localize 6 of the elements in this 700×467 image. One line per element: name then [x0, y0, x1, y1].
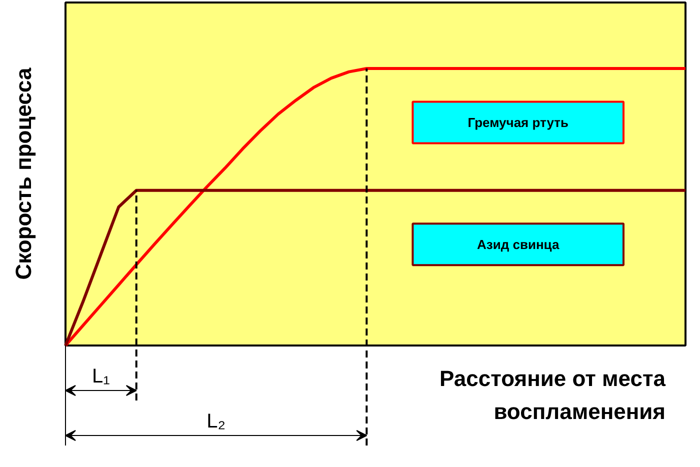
- y-axis-title: Скорость процесса: [11, 67, 36, 280]
- text: L₂: [206, 410, 226, 432]
- x-axis-title: Расстояние от места воспламенения: [440, 366, 666, 424]
- text: Азид свинца: [477, 236, 560, 252]
- text: L₁: [92, 366, 110, 388]
- text: Гремучая ртуть: [468, 115, 568, 130]
